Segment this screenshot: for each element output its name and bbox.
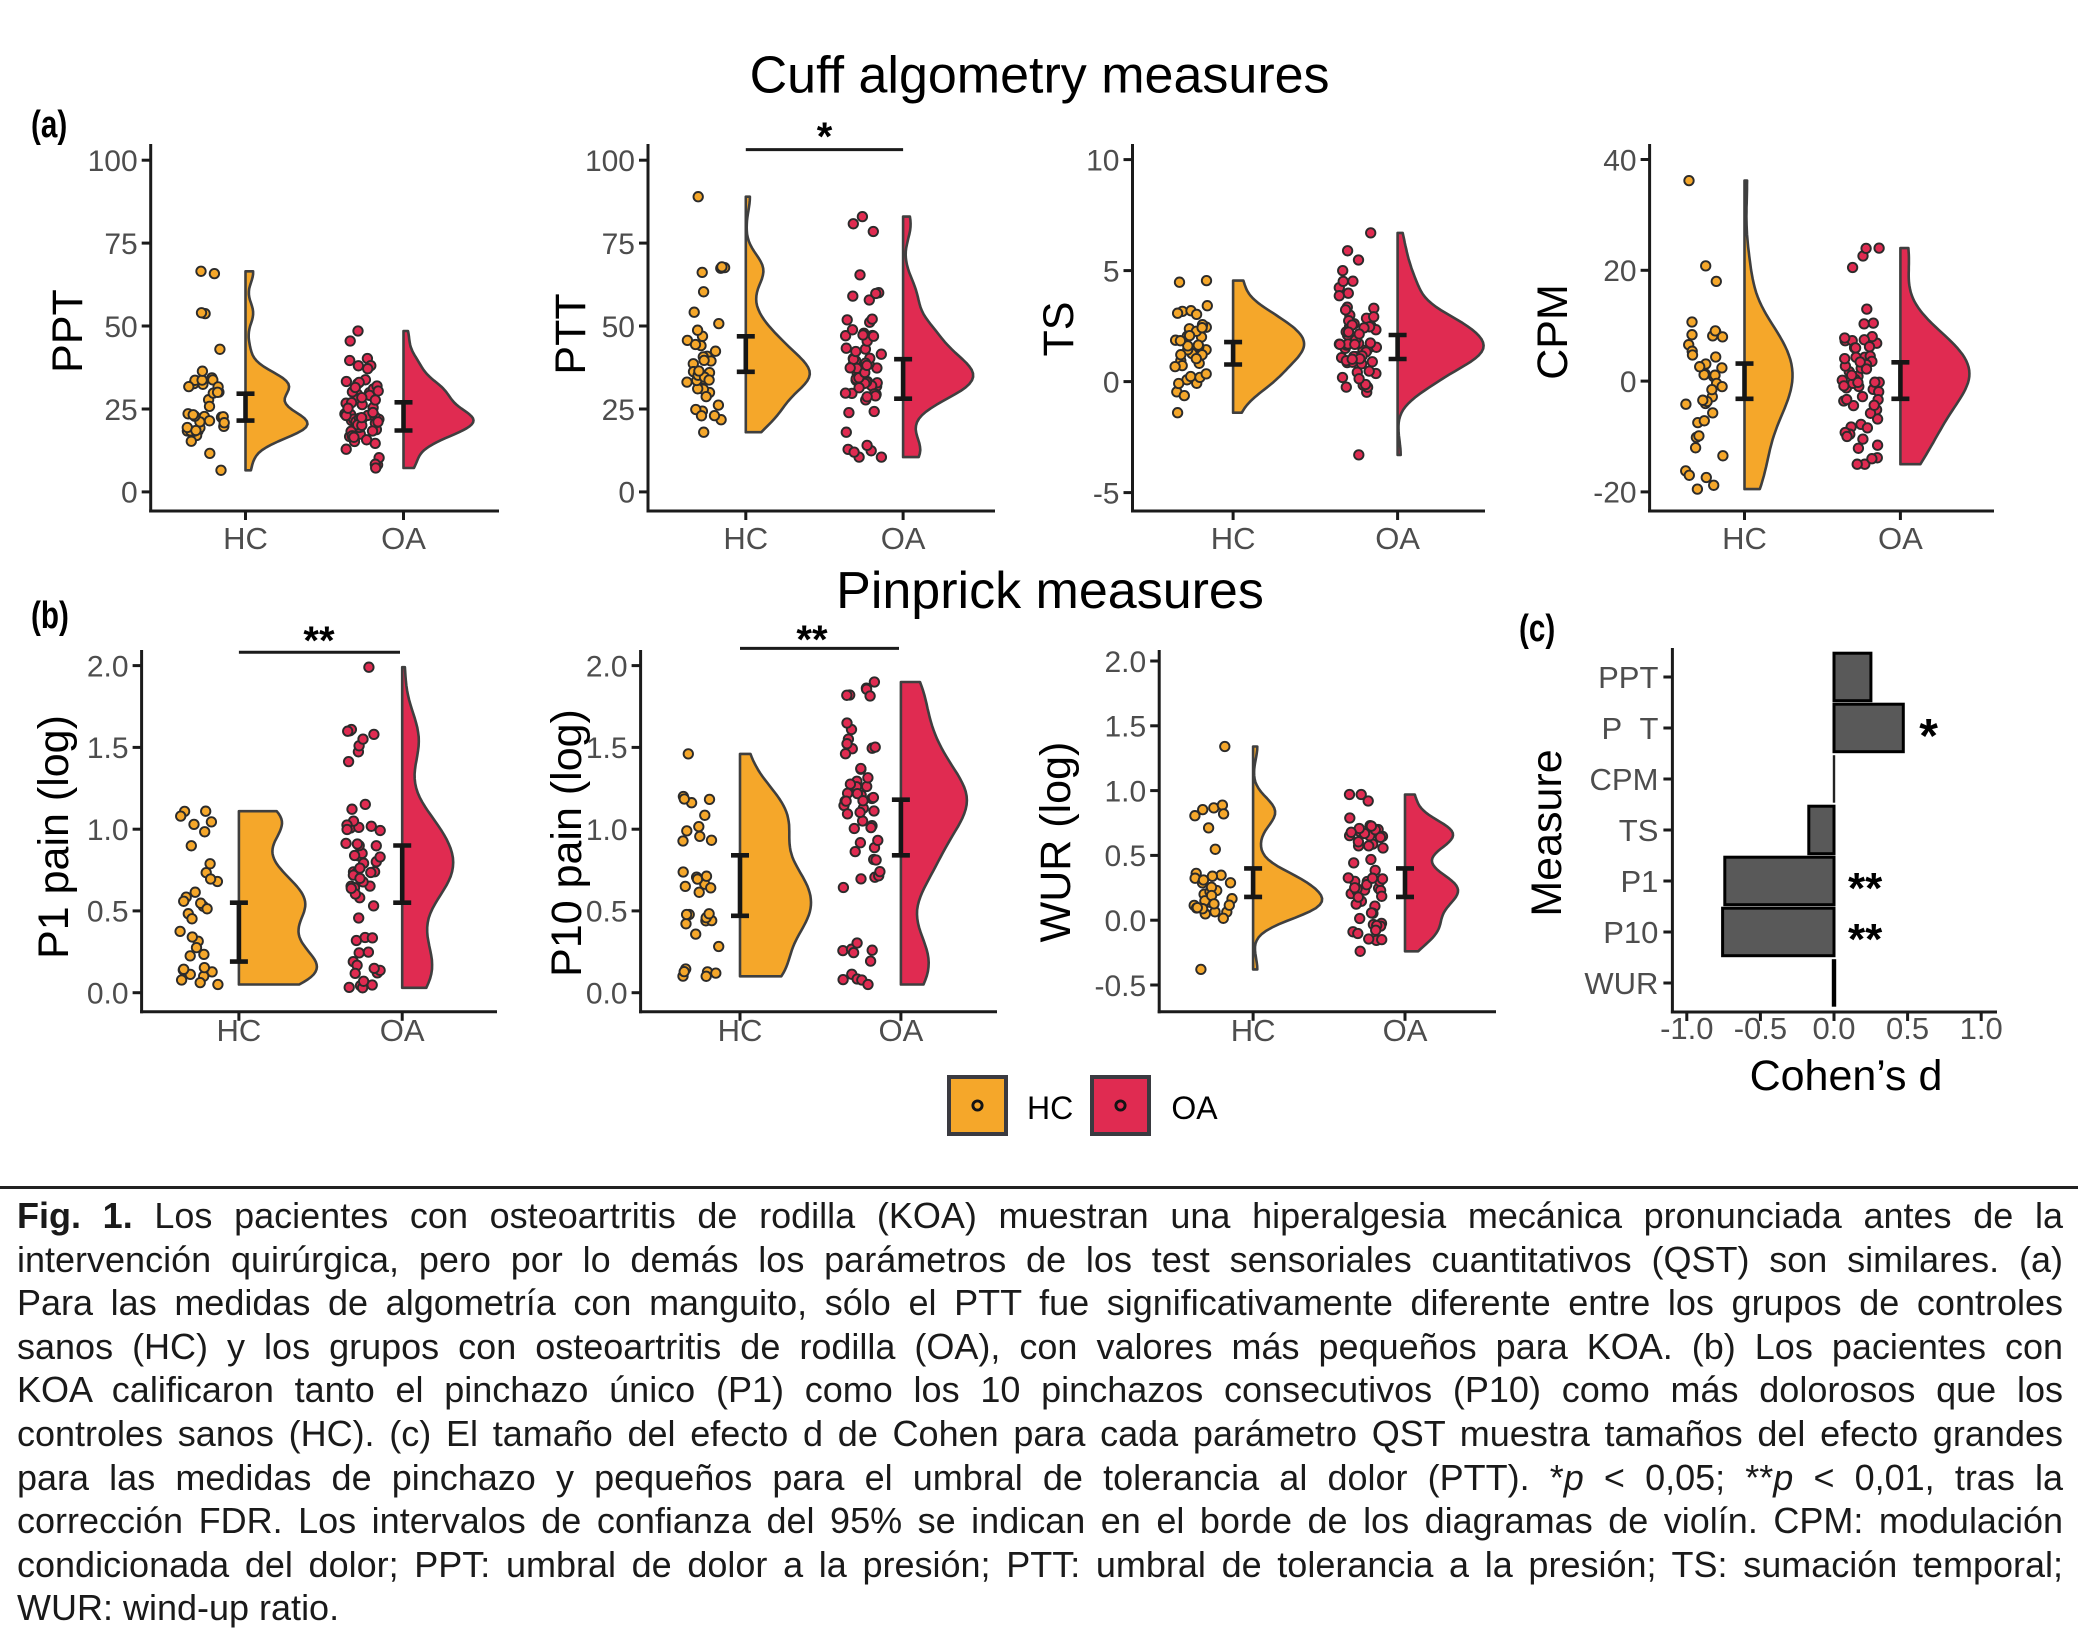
svg-text:2.0: 2.0 bbox=[87, 650, 129, 683]
svg-text:OA: OA bbox=[1878, 521, 1923, 556]
svg-text:0: 0 bbox=[121, 477, 138, 510]
svg-text:2.0: 2.0 bbox=[586, 650, 628, 683]
svg-text:10: 10 bbox=[1086, 144, 1119, 177]
svg-text:*: * bbox=[1919, 710, 1938, 763]
svg-text:OA: OA bbox=[1171, 1090, 1218, 1126]
svg-text:25: 25 bbox=[104, 394, 137, 427]
svg-text:-5: -5 bbox=[1093, 477, 1120, 510]
svg-text:HC: HC bbox=[723, 521, 768, 556]
svg-text:75: 75 bbox=[602, 228, 635, 261]
svg-text:**: ** bbox=[1848, 915, 1883, 964]
svg-text:0.5: 0.5 bbox=[586, 896, 628, 929]
svg-text:40: 40 bbox=[1603, 144, 1636, 177]
svg-text:TS: TS bbox=[1619, 813, 1659, 848]
svg-text:OA: OA bbox=[380, 1013, 425, 1048]
svg-text:CPM: CPM bbox=[1529, 284, 1577, 380]
svg-text:1.0: 1.0 bbox=[1104, 775, 1146, 808]
svg-text:50: 50 bbox=[602, 311, 635, 344]
svg-text:P1 pain (log): P1 pain (log) bbox=[30, 715, 78, 959]
svg-text:OA: OA bbox=[881, 521, 926, 556]
svg-text:P T: P T bbox=[1602, 711, 1659, 746]
svg-text:HC: HC bbox=[718, 1013, 763, 1048]
svg-text:Cohen’s d: Cohen’s d bbox=[1750, 1052, 1943, 1100]
svg-text:5: 5 bbox=[1103, 255, 1120, 288]
svg-text:PTT: PTT bbox=[547, 293, 595, 374]
svg-text:(a): (a) bbox=[31, 104, 67, 146]
svg-text:-20: -20 bbox=[1593, 477, 1636, 510]
svg-text:HC: HC bbox=[1231, 1013, 1276, 1048]
svg-text:WUR: WUR bbox=[1584, 966, 1658, 1001]
svg-text:0: 0 bbox=[1620, 366, 1637, 399]
svg-text:1.5: 1.5 bbox=[586, 732, 628, 765]
svg-text:0.0: 0.0 bbox=[87, 978, 129, 1011]
svg-text:-0.5: -0.5 bbox=[1734, 1011, 1787, 1046]
svg-text:**: ** bbox=[796, 618, 828, 662]
svg-text:*: * bbox=[817, 115, 833, 159]
svg-text:0: 0 bbox=[1103, 366, 1120, 399]
svg-text:Pinprick measures: Pinprick measures bbox=[836, 562, 1264, 620]
svg-text:100: 100 bbox=[585, 145, 635, 178]
svg-text:Measure: Measure bbox=[1523, 749, 1571, 916]
svg-text:25: 25 bbox=[602, 394, 635, 427]
svg-text:P1: P1 bbox=[1620, 864, 1658, 899]
svg-text:1.0: 1.0 bbox=[87, 814, 129, 847]
svg-text:PPT: PPT bbox=[44, 289, 92, 373]
svg-text:TS: TS bbox=[1035, 302, 1083, 357]
svg-text:P10 pain (log): P10 pain (log) bbox=[543, 709, 591, 977]
svg-text:0.5: 0.5 bbox=[87, 896, 129, 929]
svg-text:100: 100 bbox=[88, 145, 138, 178]
svg-text:OA: OA bbox=[1375, 521, 1420, 556]
svg-text:Cuff algometry measures: Cuff algometry measures bbox=[750, 46, 1330, 104]
svg-text:0.5: 0.5 bbox=[1104, 840, 1146, 873]
svg-text:20: 20 bbox=[1603, 255, 1636, 288]
svg-text:OA: OA bbox=[879, 1013, 924, 1048]
svg-text:(c): (c) bbox=[1519, 608, 1555, 650]
svg-text:HC: HC bbox=[223, 521, 268, 556]
svg-text:1.0: 1.0 bbox=[586, 814, 628, 847]
svg-text:1.5: 1.5 bbox=[1104, 711, 1146, 744]
svg-text:OA: OA bbox=[1383, 1013, 1428, 1048]
svg-text:-0.5: -0.5 bbox=[1094, 970, 1146, 1003]
svg-text:(b): (b) bbox=[31, 595, 69, 637]
svg-text:PPT: PPT bbox=[1598, 660, 1658, 695]
svg-text:HC: HC bbox=[1027, 1090, 1073, 1126]
svg-text:50: 50 bbox=[104, 311, 137, 344]
svg-text:0.5: 0.5 bbox=[1886, 1011, 1929, 1046]
svg-text:1.0: 1.0 bbox=[1960, 1011, 2003, 1046]
svg-text:OA: OA bbox=[381, 521, 426, 556]
svg-text:0.0: 0.0 bbox=[1104, 905, 1146, 938]
svg-text:75: 75 bbox=[104, 228, 137, 261]
svg-text:**: ** bbox=[1848, 864, 1883, 913]
svg-text:0.0: 0.0 bbox=[1812, 1011, 1855, 1046]
svg-text:HC: HC bbox=[1722, 521, 1767, 556]
svg-text:CPM: CPM bbox=[1590, 762, 1659, 797]
svg-text:HC: HC bbox=[1211, 521, 1256, 556]
svg-text:1.5: 1.5 bbox=[87, 732, 129, 765]
svg-text:**: ** bbox=[303, 619, 335, 663]
svg-text:HC: HC bbox=[217, 1013, 262, 1048]
svg-text:P10: P10 bbox=[1603, 915, 1658, 950]
svg-text:2.0: 2.0 bbox=[1104, 646, 1146, 679]
svg-text:0: 0 bbox=[618, 477, 635, 510]
svg-text:0.0: 0.0 bbox=[586, 978, 628, 1011]
svg-text:-1.0: -1.0 bbox=[1660, 1011, 1713, 1046]
svg-text:WUR (log): WUR (log) bbox=[1032, 742, 1080, 943]
